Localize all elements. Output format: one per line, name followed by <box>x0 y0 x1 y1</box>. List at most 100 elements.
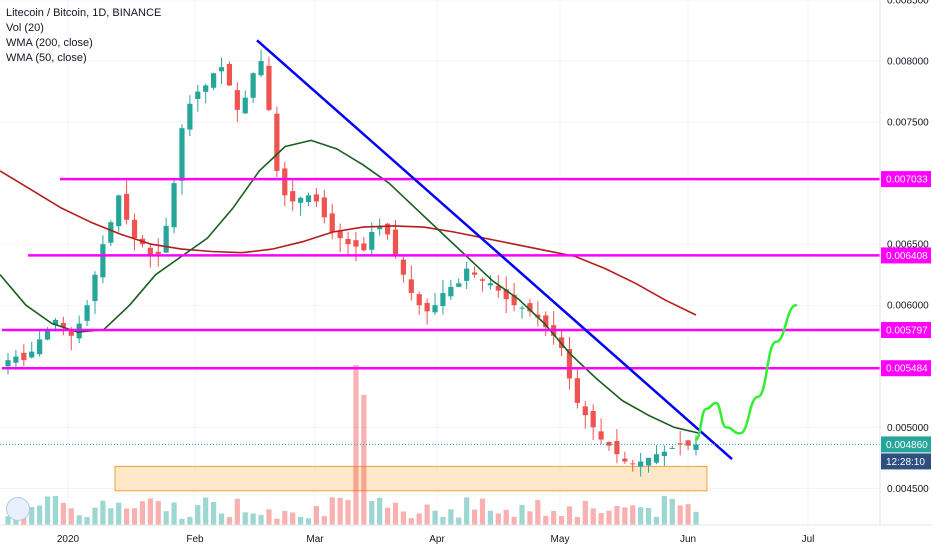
volume-bar <box>313 506 320 525</box>
candle-body <box>179 128 185 181</box>
candle-body <box>590 410 596 428</box>
volume-bar <box>76 515 82 525</box>
candle-body <box>566 349 573 379</box>
volume-bar <box>163 511 169 525</box>
y-tick-label: 0.006500 <box>887 240 929 251</box>
volume-bar <box>677 505 683 525</box>
volume-bar <box>392 502 399 525</box>
volume-bar <box>92 507 98 525</box>
candle-body <box>622 458 628 462</box>
candle-body <box>313 194 320 202</box>
horizontal-levels <box>2 177 880 370</box>
candle-body <box>614 440 620 455</box>
level-tag <box>881 360 931 377</box>
trendline <box>256 39 733 461</box>
candle-body <box>124 193 130 220</box>
countdown-label: 12:28:10 <box>886 457 925 468</box>
candle-body <box>606 442 612 446</box>
volume-bar <box>171 502 177 525</box>
candle-body <box>638 461 644 467</box>
volume-bar <box>258 515 264 525</box>
candle-body <box>290 191 296 202</box>
candle-body <box>203 85 209 92</box>
volume-bar <box>305 518 312 525</box>
x-tick-label: Mar <box>306 534 324 545</box>
volume-bar <box>614 506 620 525</box>
y-tick-label: 0.007500 <box>887 118 929 129</box>
candle-body <box>84 305 90 321</box>
level-tag-label: 0.005484 <box>886 364 928 375</box>
candle-body <box>163 225 169 253</box>
volume-bar <box>187 516 193 525</box>
candle-body <box>495 285 501 291</box>
candle-body <box>329 213 335 232</box>
legend-volume[interactable]: Vol (20) <box>6 22 44 34</box>
tradingview-logo-icon[interactable] <box>6 497 30 521</box>
volume-bar <box>13 517 19 525</box>
candle-body <box>195 91 201 99</box>
volume-bar <box>661 495 667 525</box>
volume-bar <box>100 500 106 525</box>
volume-bar <box>685 504 691 525</box>
candle-body <box>116 195 122 227</box>
volume-bar <box>400 511 407 525</box>
volume-bar <box>669 498 675 525</box>
x-tick-label: 2020 <box>57 534 80 545</box>
candle-body <box>108 222 114 243</box>
candle-body <box>416 294 422 306</box>
x-tick-label: Jun <box>680 534 696 545</box>
candle-body <box>68 329 74 336</box>
volume-bar <box>527 511 533 525</box>
volume-bar <box>211 502 217 525</box>
wma50-line <box>0 139 701 435</box>
candle-body <box>503 289 509 300</box>
candle-body <box>487 283 493 286</box>
legend-symbol[interactable]: Litecoin / Bitcoin, 1D, BINANCE <box>6 7 162 19</box>
price-tags: 0.007033 0.006408 0.005797 0.005484 0.004860… <box>881 171 931 470</box>
volume-bar <box>203 497 209 525</box>
candle-body <box>234 90 240 110</box>
legend-wma200[interactable]: WMA (200, close) <box>6 37 93 49</box>
volume-bar <box>108 508 114 525</box>
volume-bar <box>471 509 478 525</box>
candle-body <box>535 314 541 318</box>
volume-bar <box>139 501 146 525</box>
candle-body <box>677 443 683 445</box>
level-tag <box>881 247 931 264</box>
legend-wma50[interactable]: WMA (50, close) <box>6 52 87 64</box>
volume-bar <box>37 505 43 525</box>
drawings <box>0 39 880 461</box>
volume-bar <box>5 516 11 525</box>
candle-body <box>543 315 549 328</box>
candle-body <box>274 113 280 171</box>
volume-bar <box>60 502 66 525</box>
candle-body <box>653 454 660 463</box>
volume-bar <box>606 510 612 525</box>
chart-grid <box>0 0 880 525</box>
volume-bar <box>653 516 660 525</box>
volume-bar <box>131 508 138 525</box>
candle-body <box>479 279 486 281</box>
level-tag-label: 0.007033 <box>886 175 928 186</box>
candle-body <box>361 243 367 251</box>
volume-bar <box>582 500 588 525</box>
volume-bars <box>5 365 699 525</box>
volume-bar <box>638 507 644 525</box>
volume-bar <box>361 395 367 525</box>
volume-bar <box>551 510 557 525</box>
volume-bar <box>464 497 470 525</box>
y-tick-label: 0.006000 <box>887 301 929 312</box>
candle-body <box>392 229 399 257</box>
volume-bar <box>52 496 59 525</box>
volume-bar <box>590 508 596 525</box>
candle-body <box>424 302 430 312</box>
candle-body <box>645 457 652 466</box>
candle-body <box>242 97 248 114</box>
candle-body <box>60 322 66 328</box>
candle-body <box>266 65 272 110</box>
price-axis: 0.008500 0.008000 0.007500 0.006500 0.006000… <box>887 0 929 495</box>
volume-bar <box>377 497 383 525</box>
volume-bar <box>693 511 699 525</box>
candle-body <box>511 294 517 306</box>
